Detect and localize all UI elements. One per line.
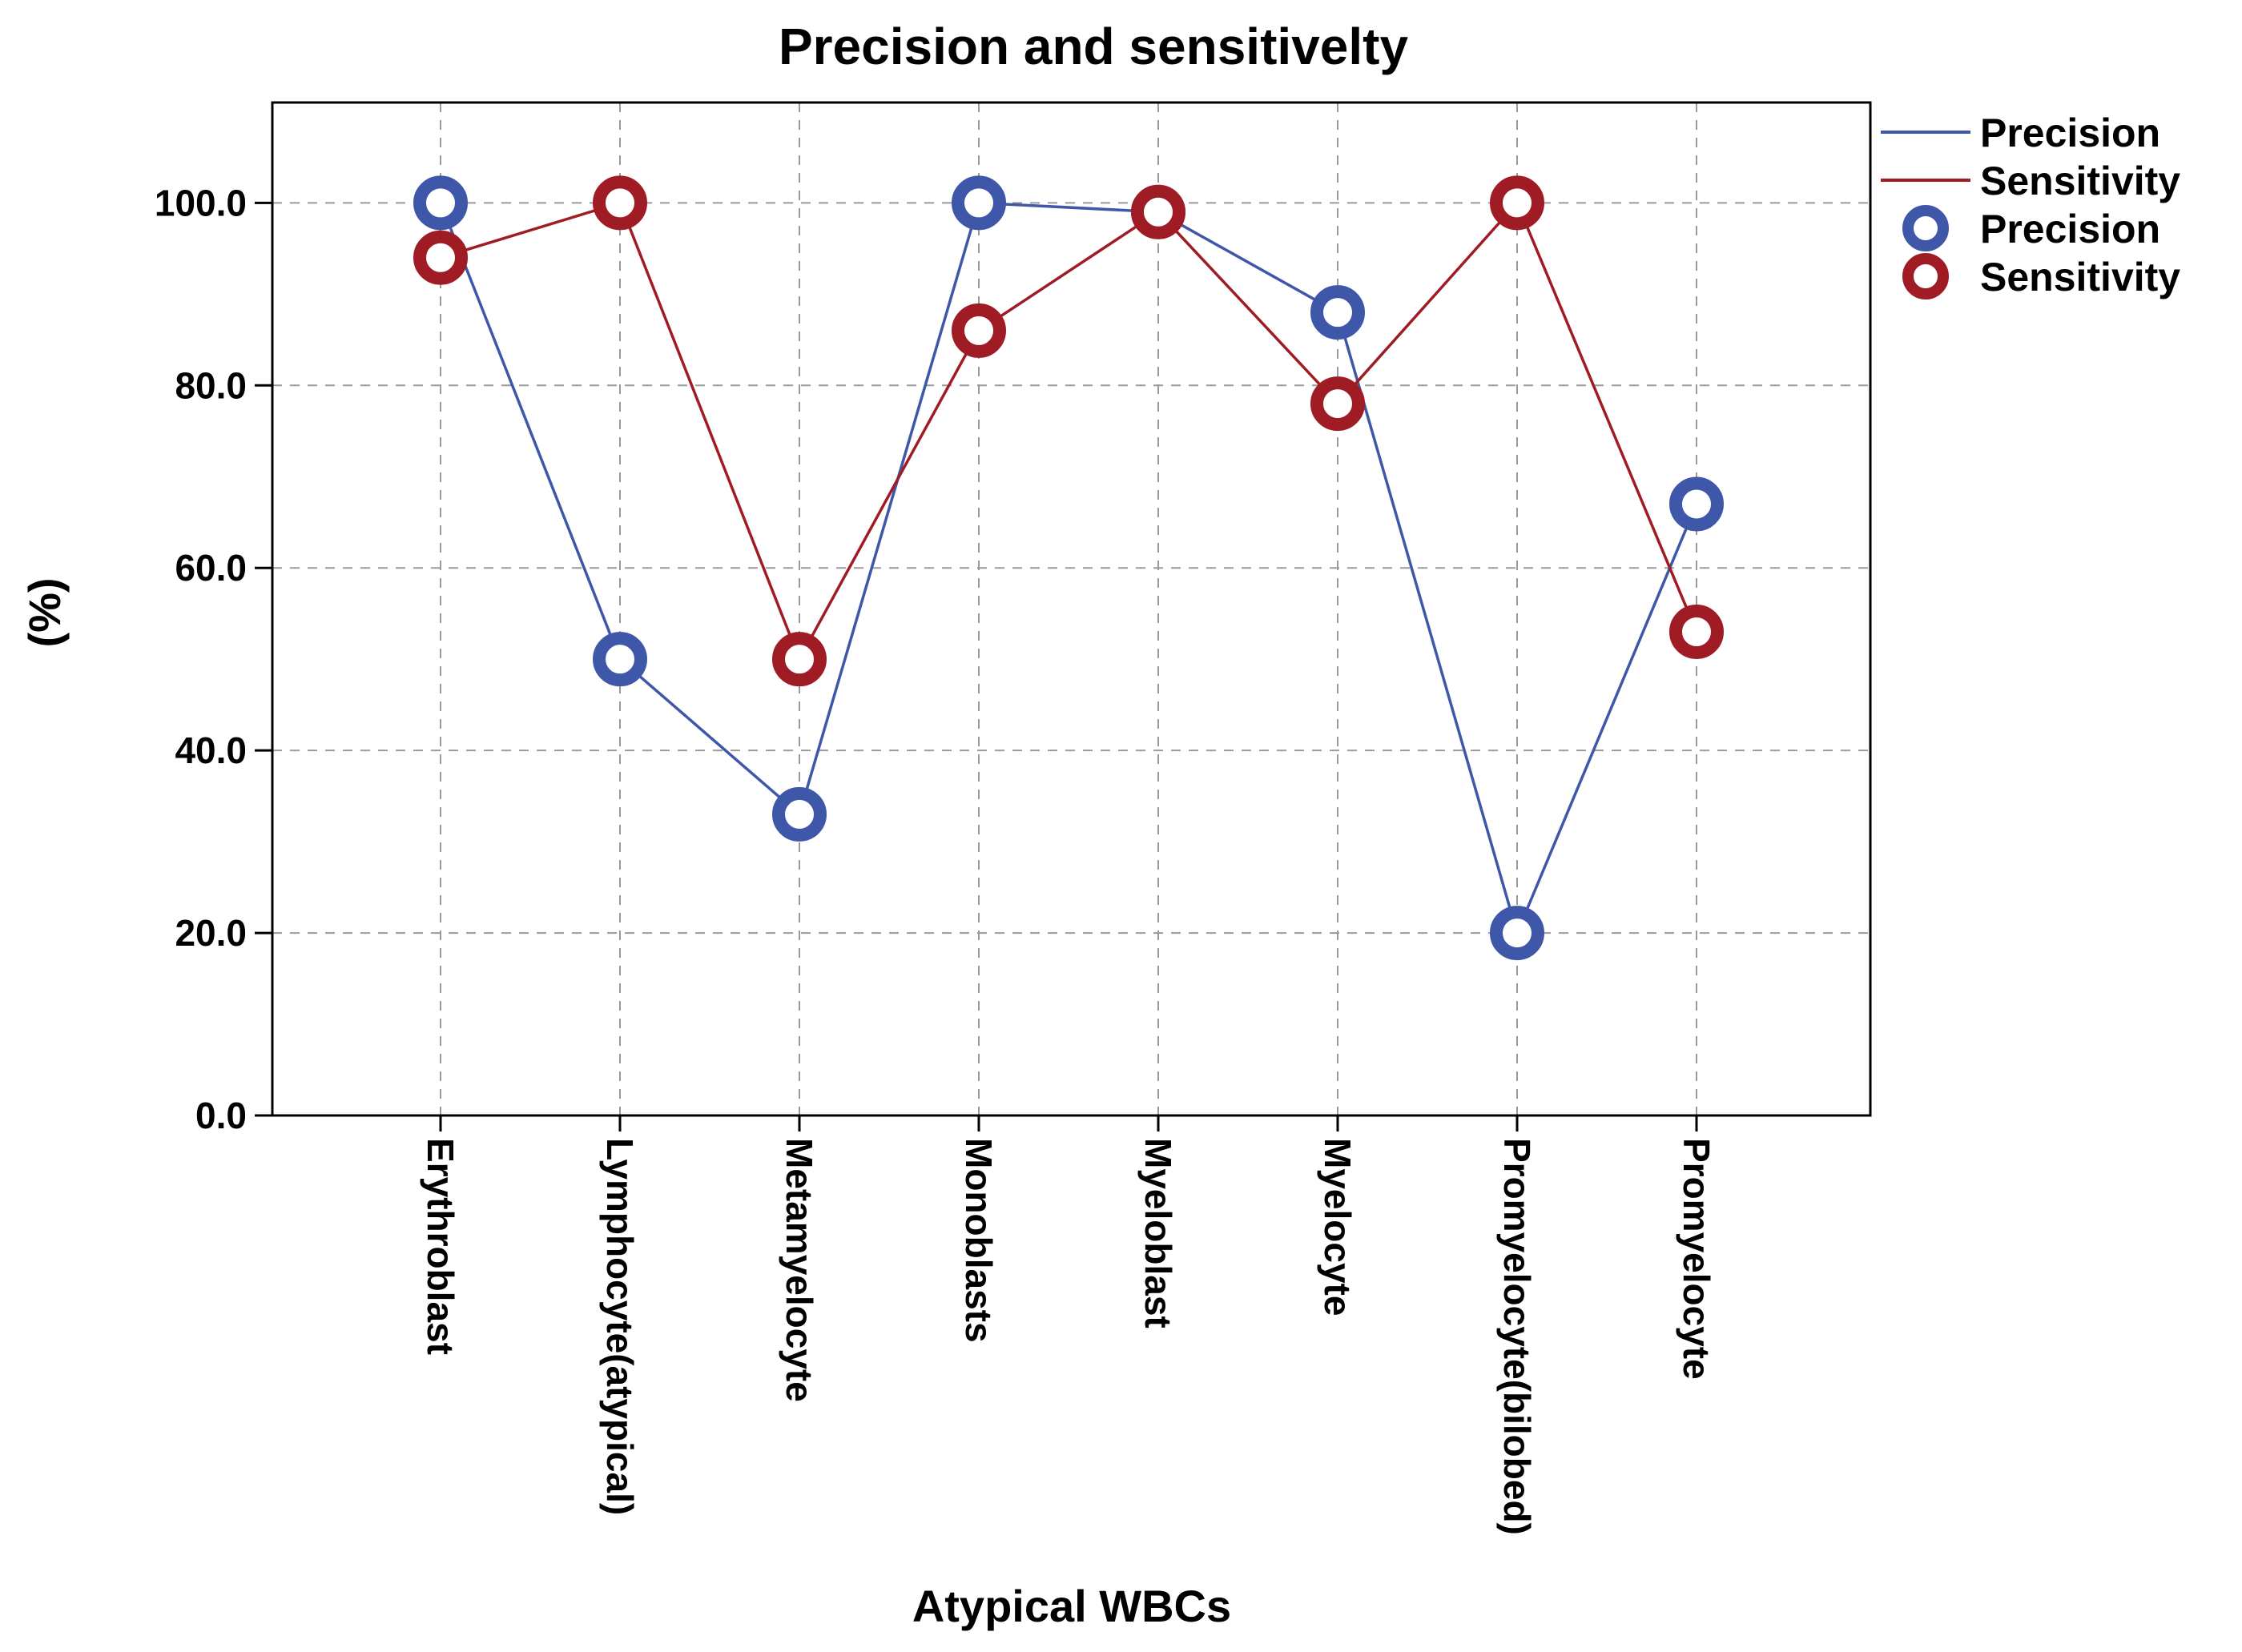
y-tick-label: 100.0 [155,182,247,223]
x-category-label: Metamyelocyte [779,1138,820,1402]
marker-sensitivity [593,175,647,231]
marker-sensitivity [772,632,827,687]
y-tick-label: 80.0 [175,364,247,406]
series-line-precision [439,201,1698,935]
series-layer [413,175,1724,961]
marker-sensitivity [1131,184,1185,239]
x-category-label: Promyelocyte(bilobed) [1496,1138,1538,1535]
legend-label: Precision [1980,111,2160,155]
marker-sensitivity [1310,376,1365,432]
y-tick-label: 20.0 [175,912,247,954]
legend-marker-sensitivity [1902,253,1949,299]
x-category-label: Promyelocyte [1676,1138,1717,1380]
x-axis-title: Atypical WBCs [912,1581,1231,1631]
marker-sensitivity [1669,604,1724,659]
marker-sensitivity [413,230,468,285]
legend-marker-precision [1902,205,1949,251]
grid-layer [272,102,1870,1115]
y-tick-label: 60.0 [175,547,247,589]
axis-layer: 0.0 20.0 40.0 60.0 80.0 100.0 Erythroblast Lymp… [155,101,1872,1535]
legend-label: Sensitivity [1980,159,2180,203]
marker-precision [772,786,827,842]
marker-precision [952,175,1006,231]
marker-precision [593,632,647,687]
marker-sensitivity [952,303,1006,358]
y-tick-label: 0.0 [195,1095,247,1136]
x-category-label: Myelocyte [1317,1138,1358,1316]
y-tick-label: 40.0 [175,730,247,771]
marker-precision [1490,906,1544,961]
x-category-label: Lymphocyte(atypical) [599,1138,641,1515]
legend-label: Precision [1980,207,2160,251]
marker-sensitivity [1490,175,1544,231]
marker-precision [413,175,468,231]
legend-label: Sensitivity [1980,255,2180,299]
marker-precision [1669,476,1724,532]
x-category-label: Myeloblast [1137,1138,1179,1328]
y-axis-title: (%) [19,577,70,647]
x-category-label: Monoblasts [958,1138,1000,1343]
plot-frame [271,101,1872,1117]
series-line-sensitivity [440,201,1698,661]
x-category-label: Erythroblast [420,1138,461,1355]
marker-precision [1310,285,1365,340]
chart-title: Precision and sensitivelty [779,18,1409,75]
